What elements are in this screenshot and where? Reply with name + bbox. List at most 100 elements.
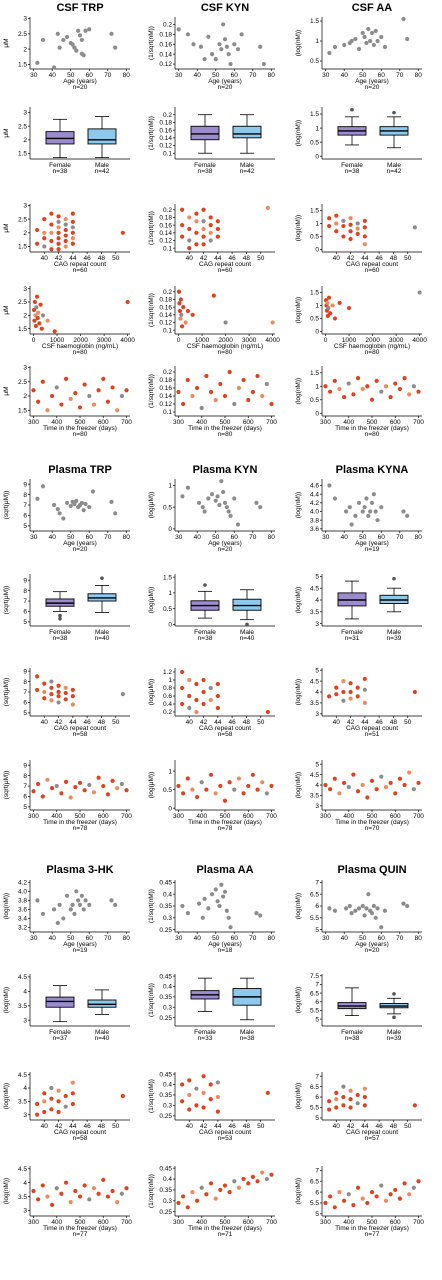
data-point	[63, 690, 68, 696]
x-axis-label: Time in the freezer (days)	[335, 1225, 409, 1232]
data-point	[362, 687, 367, 692]
x-tick-label: 600	[390, 813, 401, 820]
x-axis-label: Time in the freezer (days)	[188, 425, 262, 432]
data-point	[258, 44, 263, 49]
data-point	[194, 681, 199, 687]
data-point	[208, 772, 214, 777]
x-tick-label: 50	[212, 72, 220, 79]
data-point	[101, 376, 106, 381]
y-tick-label: 6.5	[310, 891, 319, 898]
data-point	[40, 37, 46, 43]
box-male	[87, 989, 117, 1015]
data-point	[337, 300, 342, 305]
y-tick-label: 5	[315, 927, 319, 934]
data-point	[362, 505, 367, 510]
data-point	[82, 1183, 87, 1188]
data-point	[42, 230, 47, 235]
x-tick-label: 50	[212, 935, 220, 942]
data-point	[36, 310, 41, 315]
box-male	[232, 977, 262, 1021]
y-tick-label: 0.12	[159, 143, 172, 150]
data-point	[365, 384, 370, 389]
y-axis-label: (log(μM))	[148, 587, 155, 614]
data-point	[353, 908, 358, 913]
x-tick-label: 500	[367, 419, 378, 426]
x-tick-label: 600	[243, 419, 254, 426]
x-tick-label: 30	[30, 534, 38, 541]
y-tick-label: 2	[23, 393, 27, 400]
data-point	[213, 887, 218, 892]
x-axis-label: CAG repeat count	[54, 261, 106, 268]
y-tick-label: 3	[315, 711, 319, 718]
data-point	[255, 787, 260, 792]
box-male	[232, 589, 262, 627]
data-point	[56, 230, 61, 235]
data-point	[68, 907, 73, 912]
x-tick-label: 500	[75, 813, 86, 820]
x-axis-label: CAG repeat count	[346, 1129, 398, 1136]
x-tick-label: 300	[320, 813, 331, 820]
box-female	[337, 108, 367, 146]
data-point	[56, 247, 61, 252]
data-point	[397, 386, 403, 392]
data-point	[49, 1085, 54, 1091]
x-tick-label: 50	[112, 255, 120, 262]
data-point	[362, 218, 367, 223]
y-tick-label: 4.6	[310, 483, 319, 490]
data-point	[45, 408, 50, 413]
box-female	[45, 591, 75, 621]
group-label: Female	[49, 1029, 71, 1036]
x-tick-label: 500	[220, 813, 231, 820]
x-axis-label: CAG repeat count	[199, 725, 251, 732]
data-point	[224, 908, 229, 913]
panel-plasma-trp-age: Plasma TRP 5 6 7 8 9 (sqrt(μM)) 30 40 50 60 70 80 Age…	[3, 464, 130, 553]
y-axis-label: (1/sqrt(nM))	[148, 293, 155, 327]
data-point	[348, 1097, 353, 1102]
y-tick-label: 0.16	[159, 385, 172, 392]
y-tick-label: 1	[315, 303, 319, 310]
x-tick-label: 700	[121, 1219, 132, 1226]
box-body	[190, 125, 220, 141]
group-n-label: n=38	[198, 635, 213, 642]
data-point	[187, 693, 192, 699]
data-point	[70, 225, 75, 230]
x-tick-label: 48	[98, 719, 106, 726]
data-point	[371, 903, 376, 909]
data-point	[366, 513, 371, 518]
y-axis-label: μM	[3, 223, 10, 232]
data-point	[208, 230, 213, 235]
data-point	[227, 369, 232, 375]
data-point	[208, 215, 213, 220]
data-point	[194, 794, 200, 800]
data-point	[190, 1189, 195, 1195]
x-tick-label: 50	[404, 255, 412, 262]
data-point	[180, 701, 185, 707]
y-tick-label: 0.6	[163, 693, 172, 700]
x-tick-label: 0	[324, 337, 328, 344]
data-point	[63, 779, 69, 784]
data-point	[364, 906, 369, 911]
panel-title: Plasma KYN	[193, 464, 258, 476]
box-body	[232, 125, 262, 139]
y-tick-label: 0.1	[163, 150, 172, 157]
y-axis-label: (sqrt(μM))	[3, 678, 10, 707]
y-axis-label: (log(nM))	[3, 1178, 10, 1204]
y-tick-label: 2.5	[18, 379, 27, 386]
data-point	[68, 396, 73, 401]
data-point	[187, 226, 192, 232]
y-tick-label: 5	[315, 667, 319, 674]
sample-size-label: n=20	[365, 84, 380, 91]
data-point	[412, 225, 417, 230]
x-tick-label: 50	[404, 719, 412, 726]
y-axis-label: (log(nM))	[295, 378, 302, 404]
x-tick-label: 80	[123, 534, 131, 541]
data-point	[334, 221, 339, 226]
x-tick-label: 40	[333, 1123, 341, 1130]
y-axis-label: (sqrt(μM))	[3, 491, 10, 520]
x-tick-label: 42	[200, 255, 208, 262]
panel-csf-aa-age: CSF AA 0.5 1 1.5 (log(nM)) 30 40 50 60 70 80 Age (y…	[295, 2, 422, 91]
box-body	[87, 128, 117, 145]
data-point	[246, 1181, 251, 1186]
data-point	[49, 1096, 54, 1101]
data-point	[79, 37, 84, 43]
